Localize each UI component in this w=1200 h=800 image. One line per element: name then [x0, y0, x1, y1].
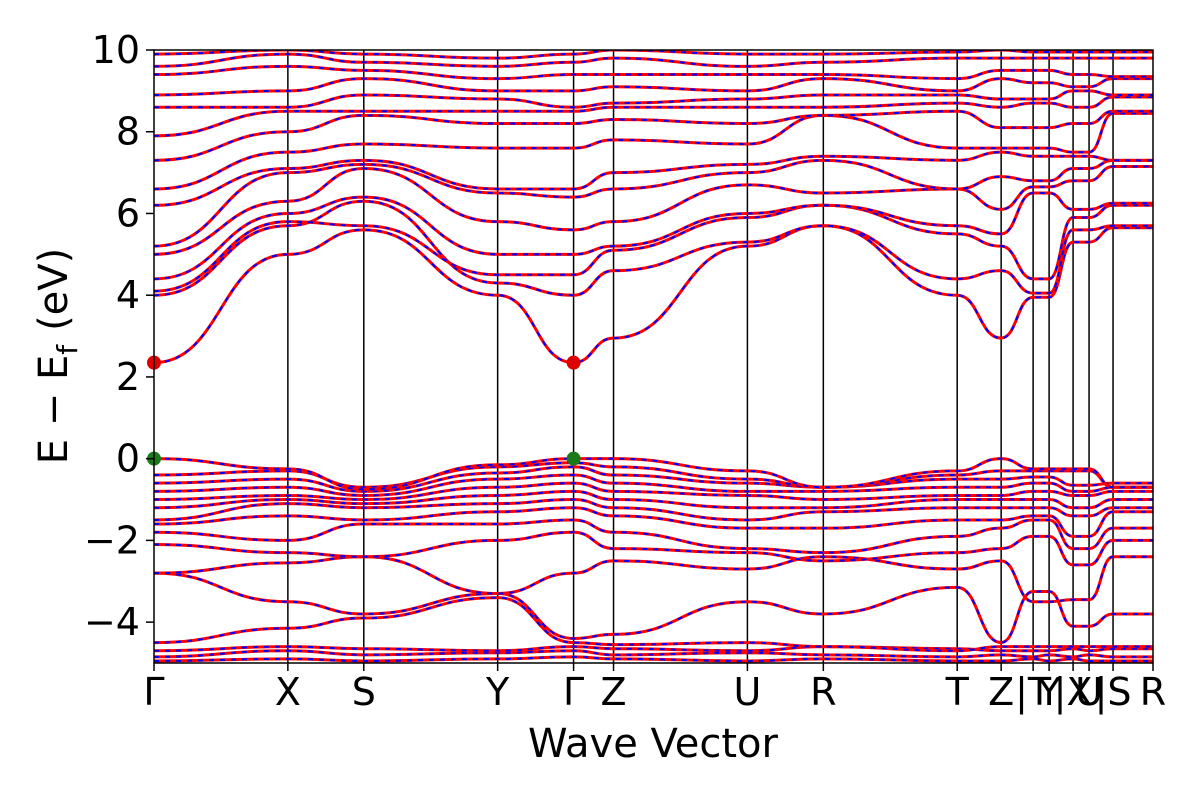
band-down-25	[154, 95, 1153, 137]
band-up-17	[154, 199, 1153, 297]
band-down-26	[154, 89, 1153, 109]
x-tick-label-7: R	[810, 670, 836, 714]
x-tick-label-11: Y	[1036, 670, 1061, 714]
band-down-15	[154, 457, 1153, 491]
x-tick-label-8: T	[945, 670, 970, 714]
x-axis-label: Wave Vector	[528, 721, 779, 767]
band-down-20	[154, 165, 1153, 256]
band-down-4	[154, 572, 1153, 644]
band-down-27	[154, 77, 1153, 96]
x-tick-label-1: X	[275, 670, 301, 714]
y-axis-label-main: E − E	[31, 355, 77, 465]
band-down-6	[154, 531, 1153, 566]
band-up-7	[154, 518, 1153, 555]
band-down-16	[154, 224, 1153, 364]
y-axis-label-subscript: f	[51, 344, 84, 355]
x-tick-label-6: U	[733, 670, 761, 714]
x-tick-label-3: Y	[485, 670, 510, 714]
band-down-14	[154, 461, 1153, 489]
band-down-21	[154, 159, 1153, 248]
x-tick-label-4: Γ	[563, 670, 584, 714]
x-tick-label-9: Z	[988, 670, 1014, 714]
band-down-8	[154, 506, 1153, 538]
band-down-3	[154, 596, 1153, 652]
band-down-5	[154, 555, 1153, 603]
x-tick-label-12: |X	[1054, 670, 1093, 715]
vbm-marker-3	[566, 451, 581, 466]
x-tick-label-0: Γ	[143, 670, 164, 714]
y-tick-label-4: 4	[116, 273, 140, 317]
band-down-11	[154, 482, 1153, 501]
x-tick-label-15: R	[1140, 670, 1166, 714]
band-lines	[154, 50, 1153, 663]
band-up-0	[154, 655, 1153, 663]
x-axis-ticks: Γ X S Y Γ Z U R T Z |TY|XU|S R	[143, 663, 1166, 715]
y-tick-label-1: −2	[84, 518, 140, 562]
band-down-9	[154, 498, 1153, 521]
x-tick-label-5: Z	[601, 670, 627, 714]
band-up-1	[154, 649, 1153, 659]
plot-frame	[153, 49, 1154, 664]
y-axis-label: E − Ef (eV)	[31, 248, 84, 465]
y-tick-label-6: 8	[116, 110, 140, 154]
cbm-marker-1	[566, 355, 581, 370]
band-up-24	[154, 109, 1153, 162]
x-tick-label-13: U	[1075, 670, 1103, 714]
band-up-30	[154, 50, 1153, 60]
band-down-22	[154, 151, 1153, 207]
y-tick-label-5: 6	[116, 191, 140, 235]
y-tick-label-0: −4	[84, 600, 140, 644]
band-up-29	[154, 52, 1153, 68]
y-axis-ticks: −4 −2 0 2 4 6 8 10	[84, 28, 154, 644]
band-up-28	[154, 64, 1153, 81]
x-tick-label-2: S	[352, 670, 376, 714]
y-axis-label-unit: (eV)	[31, 248, 77, 331]
x-tick-label-10: |T	[1015, 670, 1052, 715]
x-tick-label-14: |S	[1095, 670, 1132, 715]
y-tick-label-7: 10	[92, 28, 140, 72]
y-tick-label-2: 0	[116, 437, 140, 481]
band-down-10	[154, 490, 1153, 509]
band-down-12	[154, 474, 1153, 497]
y-tick-label-3: 2	[116, 355, 140, 399]
band-down-19	[154, 192, 1153, 280]
